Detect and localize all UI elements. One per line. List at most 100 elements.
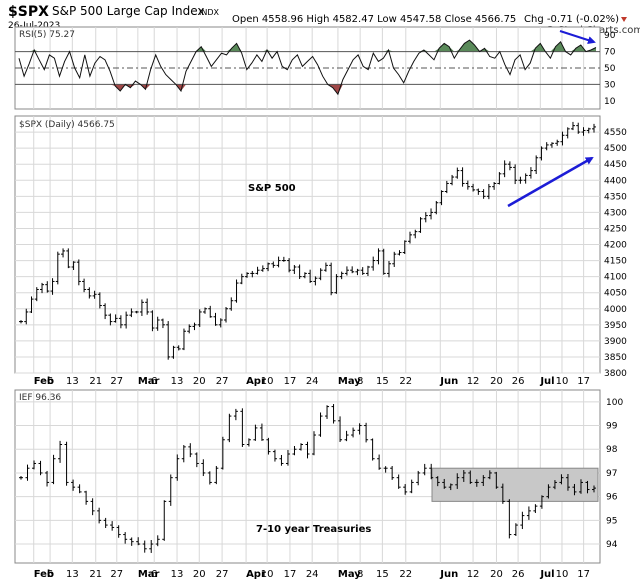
spx-ytick-4500: 4500 — [604, 144, 627, 154]
ohlc-bar — [390, 465, 395, 480]
ohlc-bar — [229, 297, 234, 311]
ohlc-bar — [429, 463, 434, 480]
ohlc-bar — [297, 264, 302, 279]
x-tick-label: 10 — [556, 376, 569, 387]
ohlc-bar — [162, 500, 167, 541]
ohlc-bar — [486, 183, 491, 200]
ohlc-bar — [50, 278, 55, 295]
x-tick-label: 22 — [399, 376, 412, 387]
ohlc-bar — [234, 279, 239, 303]
ohlc-bar — [292, 264, 297, 274]
rsi-overbought-fill — [19, 40, 596, 52]
ohlc-bar — [92, 290, 97, 299]
x-tick-label: 10 — [261, 376, 274, 387]
ohlc-bar — [507, 161, 512, 171]
ohlc-bar — [507, 499, 512, 539]
x-tick-label: 13 — [171, 376, 184, 387]
ohlc-bar — [38, 460, 43, 476]
ohlc-bar — [578, 479, 583, 494]
ohlc-bar — [66, 248, 71, 269]
ohlc-bar — [344, 266, 349, 276]
ohlc-bar — [71, 479, 76, 491]
ohlc-bar — [118, 315, 123, 329]
spx-ytick-4050: 4050 — [604, 289, 627, 299]
ohlc-bar — [139, 299, 144, 316]
ohlc-bar — [402, 240, 407, 254]
x-tick-label: 6 — [47, 376, 53, 387]
ohlc-bar — [24, 308, 29, 325]
x-tick-label: 17 — [577, 569, 590, 580]
ohlc-bar — [408, 231, 413, 244]
x-tick-label: 6 — [151, 569, 157, 580]
ohlc-bar — [592, 123, 596, 133]
ief-ytick-99: 99 — [606, 422, 618, 432]
ohlc-bar — [481, 189, 486, 199]
ohlc-bar — [255, 266, 260, 275]
x-tick-label: Feb — [34, 376, 54, 387]
spx-ytick-4000: 4000 — [604, 305, 627, 315]
x-tick-label: 20 — [490, 376, 503, 387]
ohlc-bar — [176, 345, 181, 351]
ohlc-bar — [565, 127, 570, 139]
rsi-frame — [14, 26, 601, 110]
ohlc-bar — [305, 441, 310, 459]
ohlc-bar — [339, 271, 344, 280]
ohlc-bar — [526, 506, 531, 520]
ohlc-bar — [187, 324, 192, 334]
x-tick-label: 13 — [66, 376, 79, 387]
ohlc-bar — [429, 208, 434, 220]
ohlc-bar — [570, 121, 575, 131]
ohlc-bar — [285, 449, 290, 466]
ohlc-bar — [281, 256, 286, 262]
spx-ytick-4300: 4300 — [604, 208, 627, 218]
ohlc-bar — [110, 521, 115, 531]
ohlc-bar — [224, 307, 229, 323]
ohlc-bar — [181, 328, 186, 351]
ohlc-bar — [218, 318, 223, 328]
spx-blue-arrow — [507, 156, 594, 208]
ohlc-bar — [271, 261, 276, 268]
ohlc-bar — [552, 480, 557, 490]
x-tick-label: 17 — [284, 376, 297, 387]
ohlc-bar — [592, 485, 596, 493]
x-tick-label: Mar — [138, 376, 160, 387]
ohlc-bar — [371, 256, 376, 271]
ohlc-bar — [227, 413, 232, 443]
ohlc-bar — [377, 454, 382, 470]
ohlc-bar — [539, 495, 544, 509]
ief-ytick-97: 97 — [606, 469, 617, 479]
ohlc-bar — [292, 445, 297, 456]
ohlc-bar — [123, 532, 128, 544]
x-tick-label: 12 — [467, 376, 480, 387]
ohlc-bar — [250, 270, 255, 278]
ohlc-bar — [32, 460, 37, 470]
x-tick-label: 24 — [306, 569, 319, 580]
ohlc-bar — [233, 408, 238, 421]
ohlc-bar — [513, 164, 518, 185]
spx-ytick-3900: 3900 — [604, 337, 627, 347]
ohlc-bar — [513, 523, 518, 536]
ohlc-bar — [129, 537, 134, 546]
ohlc-bar — [494, 471, 499, 489]
x-tick-label: Feb — [34, 569, 54, 580]
ohlc-bar — [287, 258, 292, 273]
chart-date: 26-Jul-2023 — [8, 21, 60, 31]
ohlc-bar — [465, 180, 470, 190]
ohlc-bar — [586, 127, 591, 134]
ohlc-bar — [58, 440, 63, 463]
x-tick-label: 13 — [66, 569, 79, 580]
ohlc-bar — [90, 498, 95, 516]
ohlc-bar — [386, 261, 391, 278]
ohlc-bar — [84, 490, 89, 505]
x-tick-label: 21 — [89, 569, 102, 580]
ohlc-bar — [149, 540, 154, 553]
rsi-ytick-30: 30 — [604, 80, 616, 90]
ohlc-bar — [202, 307, 207, 314]
ohlc-bar — [45, 281, 50, 293]
ohlc-bar — [409, 479, 414, 494]
x-tick-label: 24 — [306, 376, 319, 387]
ohlc-bar — [416, 470, 421, 486]
ohlc-bar — [455, 473, 460, 489]
x-tick-label: 20 — [193, 569, 206, 580]
